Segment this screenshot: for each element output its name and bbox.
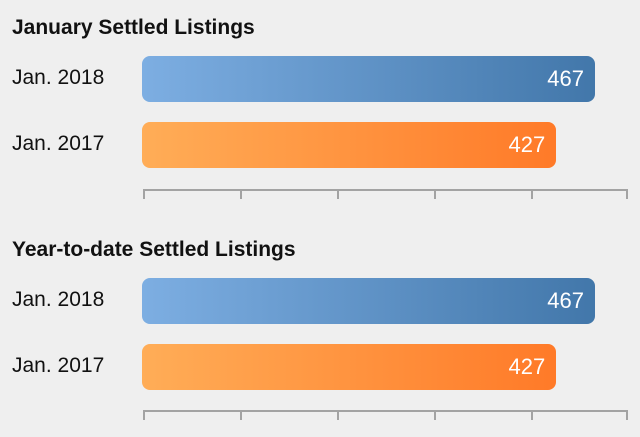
bar [142, 344, 557, 390]
x-axis-tick [434, 410, 436, 420]
chart-title: Year-to-date Settled Listings [12, 238, 296, 261]
bar [142, 56, 595, 102]
x-axis-tick [143, 189, 145, 199]
x-axis-tick [337, 189, 339, 199]
x-axis-tick [434, 189, 436, 199]
x-axis-tick [240, 410, 242, 420]
category-label: Jan. 2018 [12, 288, 105, 311]
x-axis-tick [240, 189, 242, 199]
x-axis-tick [626, 189, 628, 199]
category-label: Jan. 2017 [12, 132, 105, 155]
chart-title: January Settled Listings [12, 16, 255, 39]
x-axis-tick [143, 410, 145, 420]
bar-value-label: 427 [508, 132, 546, 157]
x-axis-tick [531, 189, 533, 199]
x-axis-tick [626, 410, 628, 420]
bar [142, 278, 595, 324]
bar [142, 122, 557, 168]
x-axis-tick [531, 410, 533, 420]
bar-value-label: 467 [547, 66, 584, 91]
category-label: Jan. 2017 [12, 354, 105, 377]
x-axis-line [144, 410, 627, 412]
x-axis-line [144, 189, 627, 191]
x-axis-tick [337, 410, 339, 420]
year-to-date-chart: Year-to-date Settled Listings Jan. 2018 … [0, 222, 640, 427]
january-chart: January Settled Listings Jan. 2018 467 J… [0, 0, 640, 205]
bar-value-label: 467 [547, 288, 584, 313]
bar-value-label: 427 [508, 354, 546, 379]
category-label: Jan. 2018 [12, 66, 105, 89]
